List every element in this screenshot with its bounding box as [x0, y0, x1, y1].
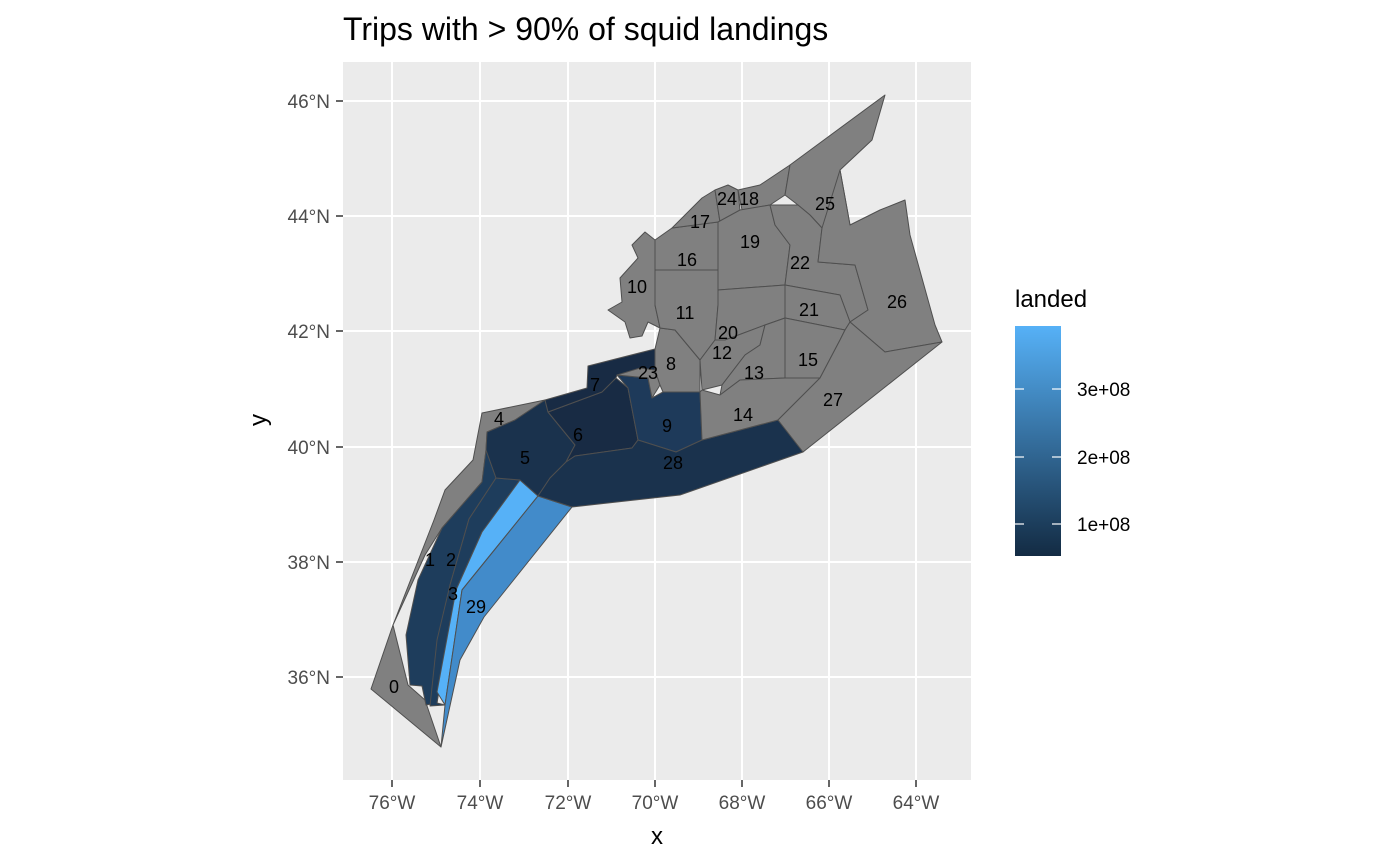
zone-label-8: 8 [666, 354, 676, 374]
x-tick-label: 66°W [806, 793, 853, 814]
zone-label-26: 26 [887, 292, 907, 312]
zone-label-24: 24 [717, 189, 737, 209]
y-axis-labels: 36°N 38°N 40°N 42°N 44°N 46°N [288, 92, 330, 689]
legend-break-label: 1e+08 [1077, 515, 1130, 536]
y-axis-title: y [245, 414, 272, 426]
legend-break-label: 3e+08 [1077, 380, 1130, 401]
legend-break-label: 2e+08 [1077, 448, 1130, 469]
zone-label-13: 13 [744, 363, 764, 383]
zones [370, 94, 943, 748]
zone-label-0: 0 [389, 677, 399, 697]
zone-label-18: 18 [739, 189, 759, 209]
x-axis-title: x [651, 823, 663, 850]
y-tick-label: 38°N [288, 553, 330, 574]
zone-label-1: 1 [425, 550, 435, 570]
y-tick-label: 36°N [288, 668, 330, 689]
x-tick-label: 76°W [369, 793, 416, 814]
zone-label-21: 21 [799, 300, 819, 320]
zone-label-23: 23 [638, 363, 658, 383]
zone-label-12: 12 [712, 343, 732, 363]
zone-label-2: 2 [446, 550, 456, 570]
zone-label-27: 27 [823, 390, 843, 410]
zone-label-5: 5 [520, 448, 530, 468]
zone-label-7: 7 [590, 375, 600, 395]
zone-label-28: 28 [663, 453, 683, 473]
zone-label-16: 16 [677, 250, 697, 270]
x-tick-label: 74°W [457, 793, 504, 814]
legend-title: landed [1015, 286, 1087, 313]
zone-14 [699, 377, 821, 441]
x-tick-label: 64°W [893, 793, 940, 814]
y-tick-label: 46°N [288, 92, 330, 113]
x-tick-label: 68°W [719, 793, 766, 814]
zone-label-11: 11 [676, 303, 695, 323]
zone-label-4: 4 [494, 409, 504, 429]
legend-colorbar [1015, 326, 1061, 556]
x-axis-labels: 76°W 74°W 72°W 70°W 68°W 66°W 64°W [369, 793, 940, 814]
axis-ticks [336, 100, 917, 787]
zone-label-10: 10 [627, 277, 647, 297]
x-tick-label: 72°W [545, 793, 592, 814]
zone-label-14: 14 [733, 405, 753, 425]
zone-label-9: 9 [662, 416, 672, 436]
zone-label-19: 19 [740, 232, 760, 252]
zone-label-29: 29 [466, 597, 486, 617]
zone-27 [777, 321, 943, 453]
y-tick-label: 42°N [288, 322, 330, 343]
y-tick-label: 44°N [288, 207, 330, 228]
zone-label-20: 20 [718, 323, 738, 343]
zone-label-22: 22 [790, 253, 810, 273]
zone-labels: 0 1 2 3 4 5 6 7 8 9 10 11 12 13 14 15 16… [389, 189, 907, 697]
zone-29 [440, 495, 573, 748]
legend: landed 1e+08 2e+08 3e+08 [1015, 286, 1130, 556]
map-title: Trips with > 90% of squid landings [343, 11, 828, 47]
zone-label-3: 3 [448, 584, 458, 604]
zone-label-15: 15 [798, 350, 818, 370]
y-tick-label: 40°N [288, 438, 330, 459]
zone-24 [714, 184, 741, 223]
legend-ticks [1015, 388, 1061, 525]
zone-label-25: 25 [815, 194, 835, 214]
x-tick-label: 70°W [632, 793, 679, 814]
zone-0 [370, 624, 442, 748]
zone-label-17: 17 [690, 212, 710, 232]
zone-label-6: 6 [573, 425, 583, 445]
